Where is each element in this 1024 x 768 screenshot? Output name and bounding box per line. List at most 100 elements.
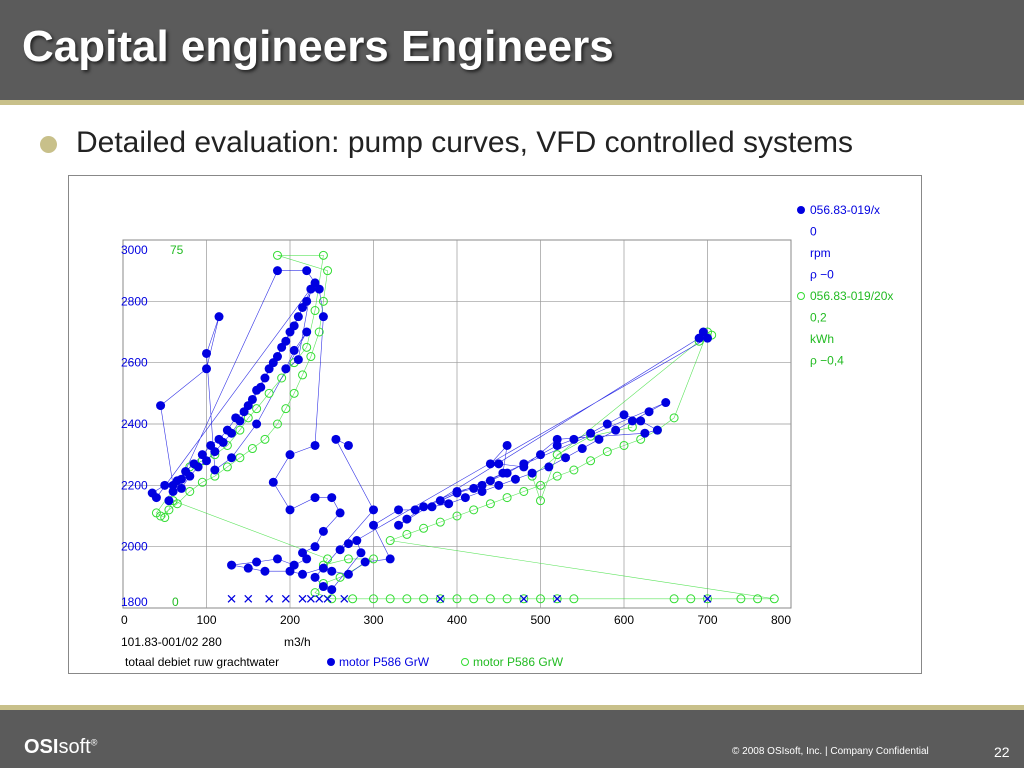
data-point-open bbox=[669, 413, 679, 423]
data-point-filled bbox=[627, 416, 637, 426]
data-point-filled bbox=[343, 539, 353, 549]
data-point-open bbox=[323, 554, 333, 564]
data-point-filled bbox=[586, 428, 596, 438]
data-point-filled bbox=[561, 453, 571, 463]
chart-panel: 1800 2000 2200 2400 2600 2800 3000 75 0 0 100 200 30… bbox=[68, 175, 922, 674]
data-point-filled bbox=[327, 566, 337, 576]
data-point-filled bbox=[281, 336, 291, 346]
data-point-open bbox=[552, 471, 562, 481]
data-point-filled bbox=[214, 312, 224, 322]
data-point-open bbox=[272, 250, 282, 260]
data-point-filled bbox=[289, 345, 299, 355]
data-point-x bbox=[703, 594, 712, 603]
data-point-open bbox=[318, 296, 328, 306]
legend-info-1: 056.83-019/x bbox=[810, 203, 880, 217]
data-point-filled bbox=[519, 462, 529, 472]
data-point-filled bbox=[477, 480, 487, 490]
footer-divider bbox=[0, 705, 1024, 710]
data-point-filled bbox=[189, 459, 199, 469]
x-tick-label: 700 bbox=[697, 613, 717, 627]
data-point-filled bbox=[239, 407, 249, 417]
data-point-open bbox=[502, 493, 512, 503]
data-point-filled bbox=[335, 545, 345, 555]
data-point-open bbox=[703, 594, 712, 604]
data-point-open bbox=[264, 388, 274, 398]
data-point-open bbox=[222, 462, 232, 472]
data-point-filled bbox=[394, 505, 404, 515]
data-point-filled bbox=[611, 425, 621, 435]
data-point-filled bbox=[636, 416, 646, 426]
x-tick-label: 600 bbox=[614, 613, 634, 627]
data-point-filled bbox=[214, 434, 224, 444]
data-point-filled bbox=[314, 284, 324, 294]
x-tick-label: 0 bbox=[121, 613, 128, 627]
legend-tag-marker-1 bbox=[797, 206, 805, 214]
data-point-open bbox=[369, 554, 378, 564]
slide-title: Capital engineers Engineers bbox=[22, 22, 614, 71]
data-point-filled bbox=[402, 514, 412, 524]
data-point-filled bbox=[619, 410, 629, 420]
data-point-x bbox=[244, 594, 253, 603]
data-point-open bbox=[485, 499, 495, 509]
data-point-open bbox=[536, 480, 545, 490]
data-point-open bbox=[769, 594, 779, 604]
bullet-text: Detailed evaluation: pump curves, VFD co… bbox=[76, 126, 854, 159]
data-point-filled bbox=[460, 493, 470, 503]
data-point-open bbox=[502, 594, 512, 604]
data-point-x bbox=[227, 594, 236, 603]
data-point-filled bbox=[164, 496, 174, 506]
data-point-filled bbox=[227, 560, 237, 570]
data-point-filled bbox=[197, 450, 207, 460]
data-point-filled bbox=[343, 569, 353, 579]
data-point-filled bbox=[318, 563, 328, 573]
data-point-filled bbox=[298, 569, 308, 579]
data-point-filled bbox=[168, 480, 178, 490]
data-point-filled bbox=[293, 312, 303, 322]
y-tick-label: 2800 bbox=[121, 294, 148, 308]
data-point-filled bbox=[485, 476, 495, 486]
data-point-filled bbox=[318, 312, 328, 322]
data-point-open bbox=[536, 594, 545, 604]
data-point-filled bbox=[285, 566, 295, 576]
data-point-filled bbox=[256, 382, 266, 392]
data-point-open bbox=[469, 594, 479, 604]
x-tick-label: 400 bbox=[447, 613, 467, 627]
data-point-open bbox=[318, 250, 328, 260]
data-point-filled bbox=[419, 502, 429, 512]
data-point-filled bbox=[298, 302, 308, 312]
data-point-open bbox=[669, 594, 679, 604]
data-point-open bbox=[569, 465, 579, 475]
data-point-open bbox=[569, 594, 579, 604]
data-point-open bbox=[469, 505, 479, 515]
data-point-filled bbox=[640, 428, 650, 438]
data-point-filled bbox=[202, 364, 211, 374]
data-point-open bbox=[736, 594, 746, 604]
data-point-filled bbox=[485, 459, 495, 469]
data-point-filled bbox=[569, 434, 579, 444]
osisoft-logo: OSIsoft® bbox=[24, 736, 98, 758]
data-point-filled bbox=[469, 483, 479, 493]
x-tick-label: 200 bbox=[280, 613, 300, 627]
data-point-open bbox=[452, 511, 462, 521]
x-tick-label: 800 bbox=[771, 613, 791, 627]
legend-info-1: 0 bbox=[810, 225, 817, 239]
data-point-open bbox=[419, 594, 429, 604]
data-point-x bbox=[340, 594, 349, 603]
y2-tick-label-bottom: 0 bbox=[172, 595, 179, 609]
data-point-filled bbox=[293, 355, 303, 365]
data-point-open bbox=[485, 594, 495, 604]
data-point-filled bbox=[452, 486, 462, 496]
data-point-filled bbox=[327, 493, 337, 503]
data-point-filled bbox=[247, 394, 257, 404]
data-point-filled bbox=[272, 352, 282, 362]
data-point-open bbox=[260, 434, 270, 444]
data-point-x bbox=[298, 594, 307, 603]
data-point-open bbox=[151, 508, 161, 518]
data-point-filled bbox=[272, 554, 282, 564]
data-point-filled bbox=[147, 488, 157, 498]
data-point-filled bbox=[181, 467, 191, 477]
data-point-open bbox=[753, 594, 763, 604]
data-point-filled bbox=[352, 536, 362, 546]
data-point-filled bbox=[231, 413, 241, 423]
